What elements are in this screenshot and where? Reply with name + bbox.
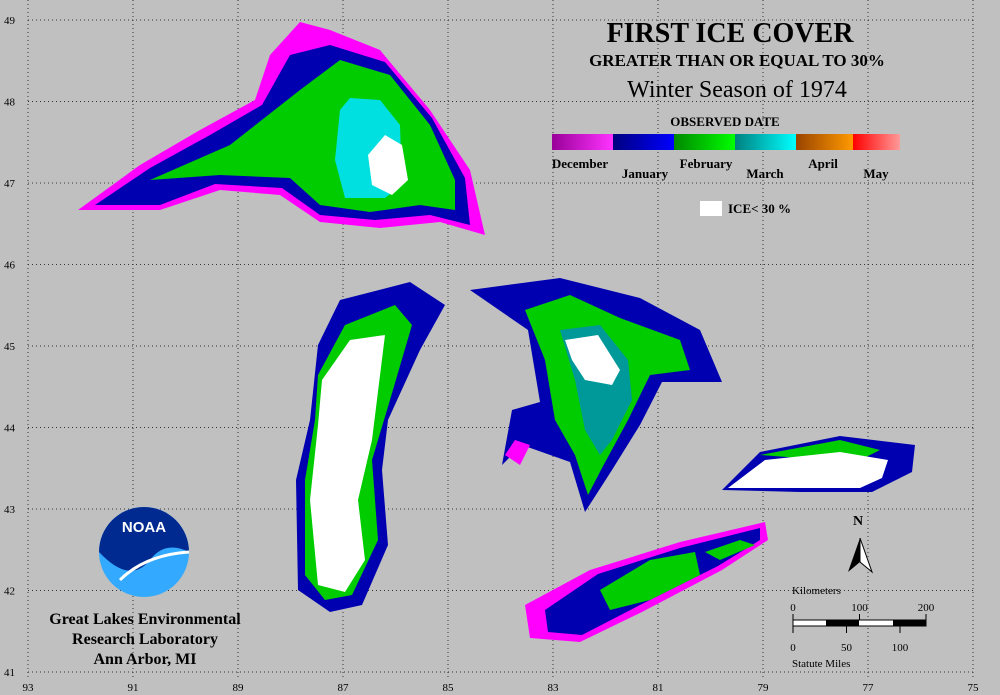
- ice-december: [505, 440, 530, 465]
- lat-label: 45: [4, 341, 16, 353]
- lake-superior: [78, 22, 485, 235]
- legend-title: OBSERVED DATE: [670, 114, 779, 129]
- subtitle: GREATER THAN OR EQUAL TO 30%: [589, 51, 885, 70]
- lake-ontario: [722, 436, 915, 492]
- legend-month: April: [808, 156, 838, 171]
- km-tick-label: 100: [851, 602, 868, 614]
- mile-tick-label: 100: [892, 642, 909, 654]
- legend-month: January: [622, 166, 669, 181]
- arrow-left: [848, 538, 860, 572]
- lat-label: 48: [4, 97, 16, 109]
- legend-swatch: [613, 134, 674, 150]
- logo-gull: [118, 550, 190, 582]
- legend-swatch: [796, 134, 853, 150]
- lon-label: 93: [23, 682, 35, 694]
- lab-line: Great Lakes Environmental: [49, 611, 241, 628]
- logo-text: NOAA: [122, 519, 166, 536]
- legend-month: March: [746, 166, 784, 181]
- title: FIRST ICE COVER: [607, 18, 855, 49]
- lon-label: 89: [233, 682, 245, 694]
- north-label: N: [853, 514, 863, 529]
- legend-swatch: [552, 134, 613, 150]
- color-legend: December January February March April Ma…: [552, 134, 900, 216]
- arrow-right: [859, 537, 874, 574]
- mile-tick-label: 50: [841, 642, 853, 654]
- lon-label: 87: [338, 682, 350, 694]
- lon-label: 85: [443, 682, 455, 694]
- legend-swatch: [853, 134, 900, 150]
- ice-swatch: [700, 201, 722, 216]
- lat-label: 47: [4, 178, 16, 190]
- lon-label: 79: [758, 682, 770, 694]
- season: Winter Season of 1974: [627, 77, 847, 103]
- lat-label: 42: [4, 586, 15, 598]
- km-label: Kilometers: [792, 585, 841, 597]
- lat-label: 43: [4, 504, 16, 516]
- lake-huron: [470, 278, 722, 512]
- ice-below-30: [728, 452, 888, 488]
- lake-michigan: [296, 282, 445, 612]
- legend-swatch: [735, 134, 796, 150]
- scale-segment: [826, 620, 859, 626]
- scale-segment: [893, 620, 926, 626]
- lat-label: 46: [4, 260, 16, 272]
- legend-month: December: [552, 156, 609, 171]
- legend-month: February: [680, 156, 733, 171]
- noaa-logo: NOAA: [99, 507, 190, 597]
- lat-label: 49: [4, 15, 16, 27]
- lon-label: 81: [653, 682, 664, 694]
- lon-label: 75: [968, 682, 980, 694]
- lon-label: 91: [128, 682, 139, 694]
- ice-below-30: [310, 335, 385, 592]
- ice-below-30: [368, 135, 408, 195]
- lat-label: 44: [4, 423, 16, 435]
- legend-month: May: [863, 166, 889, 181]
- ice-february: [705, 540, 755, 560]
- lat-label: 41: [4, 667, 15, 679]
- ice-below-30: [565, 335, 620, 385]
- scale-bar: Kilometers Statute Miles 0 100 200 0 50 100: [790, 585, 935, 670]
- north-arrow: N: [848, 514, 874, 574]
- legend-swatch: [674, 134, 735, 150]
- lake-erie: [525, 522, 768, 642]
- logo-top: [99, 507, 189, 571]
- km-tick-label: 200: [918, 602, 935, 614]
- ice-label: ICE< 30 %: [728, 201, 791, 216]
- lon-label: 83: [548, 682, 560, 694]
- lab-line: Research Laboratory: [72, 631, 218, 648]
- lab-line: Ann Arbor, MI: [94, 651, 197, 668]
- lon-label: 77: [863, 682, 875, 694]
- miles-label: Statute Miles: [792, 658, 850, 670]
- mile-tick-label: 0: [790, 642, 796, 654]
- ice-february: [600, 552, 700, 610]
- km-tick-label: 0: [790, 602, 796, 614]
